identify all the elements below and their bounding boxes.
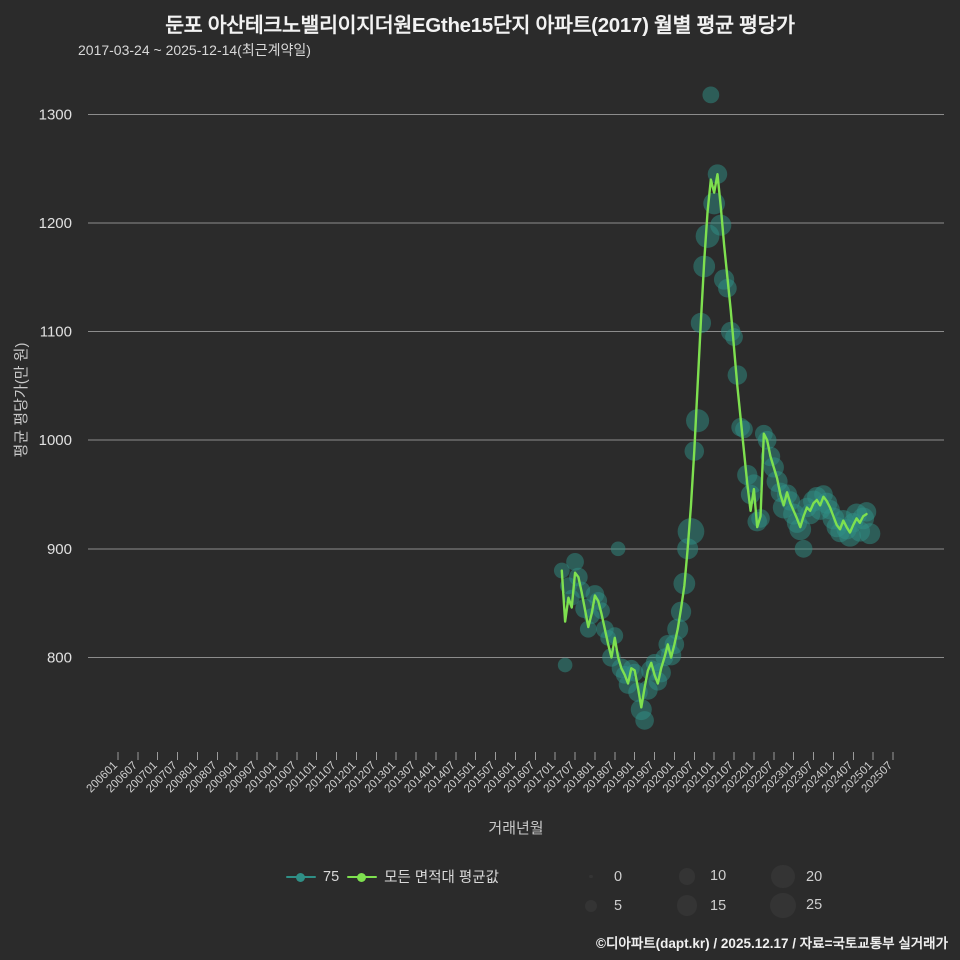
legend-size-item: 15 (674, 895, 770, 916)
legend-size-bubble-icon (578, 899, 604, 912)
legend-size-item: 10 (674, 868, 770, 885)
legend-series-list: 75 모든 면적대 평균값 (286, 866, 499, 887)
legend-size-label: 10 (710, 868, 727, 885)
y-axis-tick-label: 900 (47, 541, 72, 558)
legend-size-item: 25 (770, 892, 866, 919)
scatter-bubble (735, 420, 753, 439)
legend-line-marker-icon (286, 871, 316, 883)
legend-size-label: 0 (614, 868, 623, 885)
legend-label: 모든 면적대 평균값 (384, 870, 499, 886)
legend-bubble-size-scale: 0 10 20 5 15 25 (578, 862, 866, 920)
y-axis-tick-label: 1300 (39, 106, 72, 123)
scatter-bubble (794, 539, 813, 558)
scatter-bubble (710, 214, 732, 236)
legend-size-label: 20 (806, 868, 823, 885)
scatter-bubble (677, 518, 705, 545)
scatter-bubble (686, 409, 710, 433)
scatter-bubble (856, 502, 877, 522)
legend-entry[interactable]: 모든 면적대 평균값 (347, 866, 499, 887)
legend-size-bubble-icon (578, 874, 604, 879)
x-axis-tick-labels: 2006012006072007012007072008012008072009… (85, 760, 896, 796)
gridlines-group (88, 113, 944, 658)
legend-size-bubble-icon (770, 892, 796, 919)
y-axis-tick-label: 1200 (39, 215, 72, 232)
legend-size-label: 25 (806, 897, 823, 914)
y-axis-tick-label: 1100 (40, 324, 72, 341)
scatter-bubble (566, 552, 584, 571)
legend: 75 모든 면적대 평균값 0 10 20 5 15 25 (0, 858, 960, 928)
scatter-bubble (579, 620, 597, 638)
legend-entry[interactable]: 75 (286, 869, 339, 885)
line-series-average (560, 172, 868, 709)
chart-subtitle: 2017-03-24 ~ 2025-12-14(최근계약일) (78, 42, 311, 58)
y-axis-tick-label: 1000 (39, 432, 72, 449)
scatter-bubble (859, 523, 881, 545)
scatter-bubble (702, 86, 720, 104)
x-axis-title: 거래년월 (488, 820, 543, 837)
average-price-line (560, 172, 868, 709)
legend-size-label: 15 (710, 897, 727, 914)
legend-line-marker-icon (347, 871, 378, 883)
legend-size-item: 0 (578, 869, 674, 885)
scatter-bubble (744, 474, 764, 493)
y-axis-tick-labels: 800 900 1000 1100 1200 1300 (39, 106, 72, 666)
y-axis-title: 평균 평당가(만 원) (13, 343, 30, 458)
scatter-bubble (606, 627, 624, 645)
scatter-bubble (789, 518, 812, 541)
legend-size-item: 20 (770, 864, 866, 889)
chart-title: 둔포 아산테크노밸리이지더원EGthe15단지 아파트(2017) 월별 평균 … (165, 14, 795, 37)
scatter-bubble (557, 657, 573, 673)
legend-size-item: 5 (578, 898, 674, 914)
scatter-bubbles-series-75 (553, 86, 881, 730)
footer-credit: ©디아파트(dapt.kr) / 2025.12.17 / 자료=국토교통부 실… (596, 936, 948, 951)
y-axis-tick-label: 800 (47, 649, 72, 666)
x-axis-tick-marks (117, 752, 894, 760)
legend-size-label: 5 (614, 897, 623, 914)
scatter-bubble (610, 541, 626, 557)
legend-label: 75 (323, 868, 340, 885)
chart-plot-area: 800 900 1000 1100 1200 1300 20060120060720070… (13, 86, 944, 837)
legend-size-bubble-icon (674, 868, 700, 885)
legend-size-bubble-icon (770, 864, 796, 889)
scatter-bubble (635, 711, 654, 730)
legend-size-bubble-icon (674, 895, 700, 916)
